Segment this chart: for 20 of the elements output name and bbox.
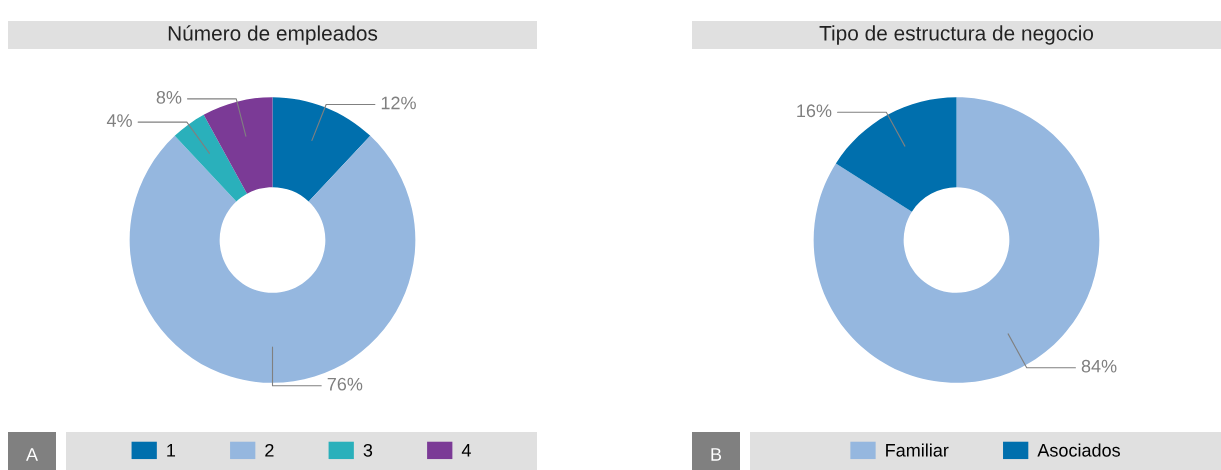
donut-slice (835, 97, 957, 212)
legend-label: Familiar (886, 443, 949, 457)
data-label: 16% (797, 104, 832, 118)
donut-slice (174, 114, 248, 202)
data-label: 8% (156, 90, 182, 104)
data-label: 12% (381, 96, 416, 110)
data-label: 4% (106, 114, 132, 127)
chart-title: Número de empleados (168, 25, 378, 45)
legend-label: 4 (461, 444, 471, 457)
text: B (711, 448, 722, 461)
legend-label: 1 (167, 444, 176, 457)
legend-label: Asociados (1037, 443, 1120, 457)
text: A (26, 448, 38, 461)
chart-title: Tipo de estructura de negocio (819, 25, 1094, 45)
donut-slice (272, 97, 371, 202)
data-label: 76% (327, 377, 363, 391)
legend-label: 2 (265, 443, 274, 457)
legend-label: 3 (363, 443, 373, 457)
data-label: 84% (1081, 359, 1117, 373)
donut-slice (203, 97, 273, 194)
